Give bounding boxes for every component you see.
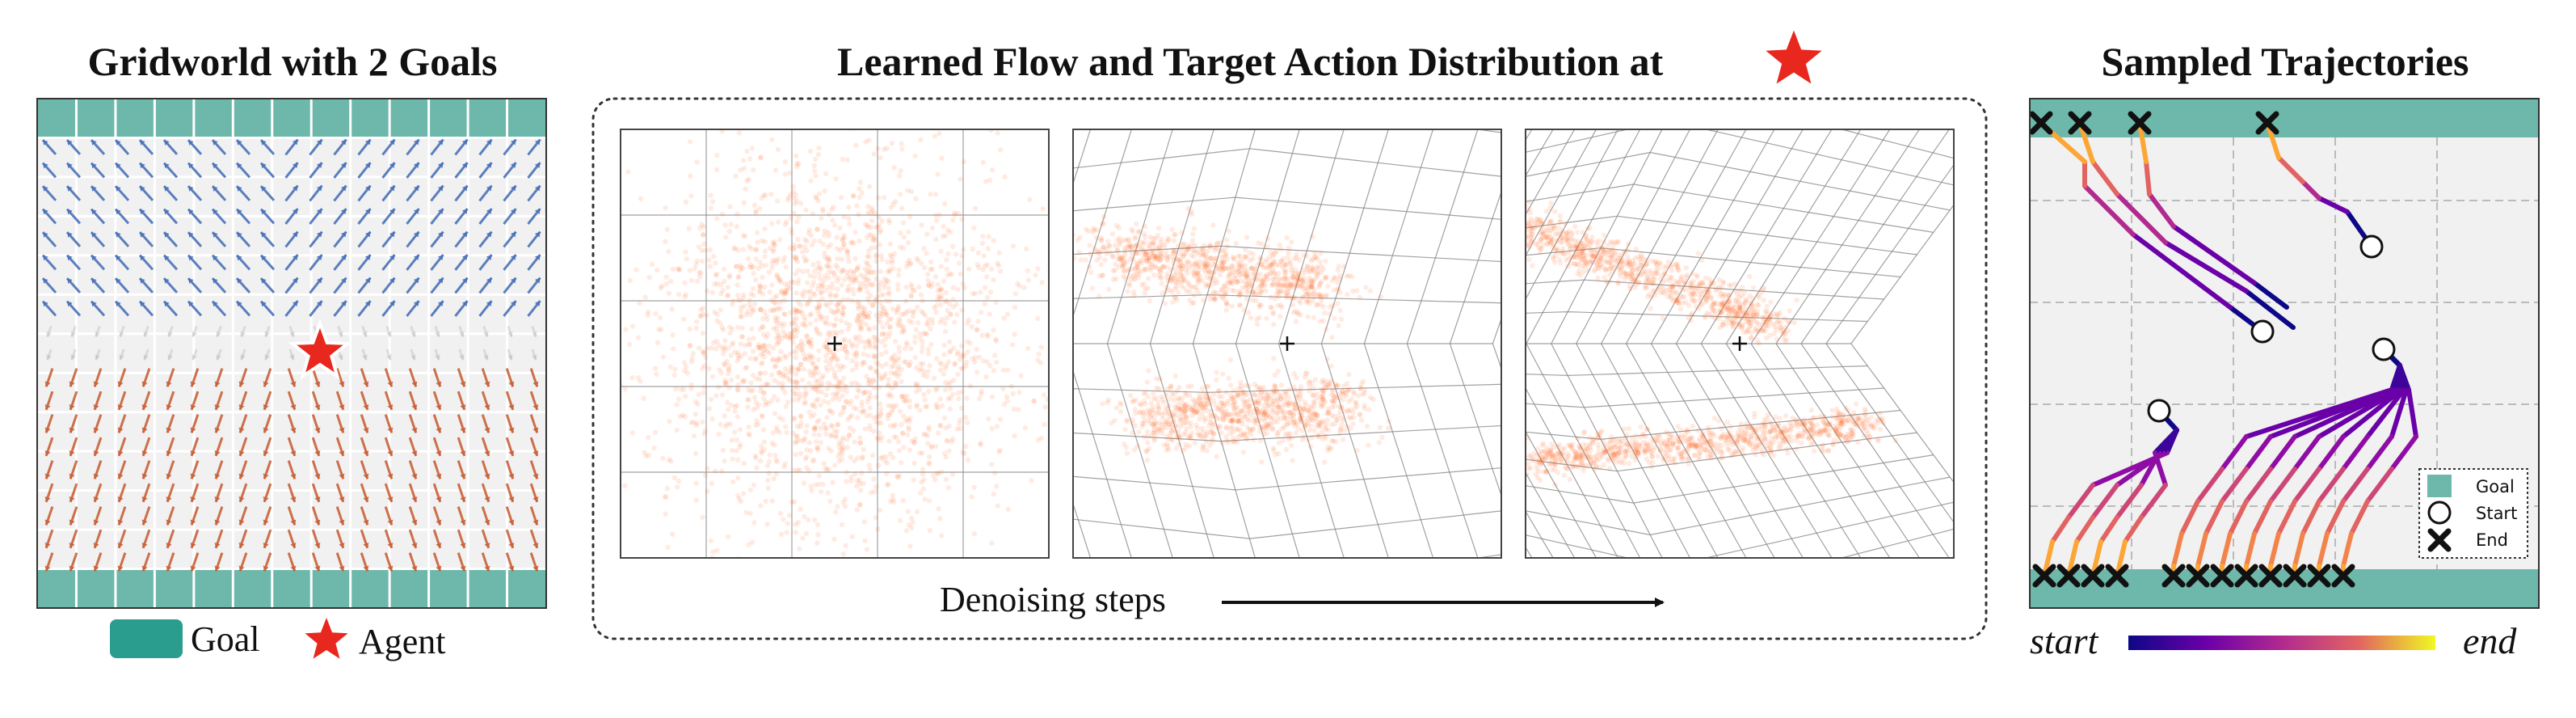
agent-star-icon xyxy=(288,319,352,380)
colorbar xyxy=(2128,636,2435,650)
flow-title-group: Learned Flow and Target Action Distribut… xyxy=(837,21,1831,91)
traj-legend-goal-label: Goal xyxy=(2476,477,2515,496)
colorbar-start-label: start xyxy=(2030,620,2099,661)
flow-title: Learned Flow and Target Action Distribut… xyxy=(837,39,1664,84)
gridworld-legend: Goal Agent xyxy=(110,618,446,661)
colorbar-end-label: end xyxy=(2463,620,2517,661)
goal-region-top xyxy=(37,99,546,137)
traj-legend-start-label: Start xyxy=(2476,504,2517,523)
traj-legend-end-label: End xyxy=(2476,530,2508,550)
star-icon xyxy=(305,618,348,659)
goal-square-icon xyxy=(2427,475,2452,497)
flow-plot-1 xyxy=(620,129,1050,559)
legend-agent-label: Agent xyxy=(359,622,446,661)
goal-region-bottom xyxy=(2030,569,2539,608)
trajectories-panel: Goal Start End xyxy=(2029,98,2540,609)
gridworld-panel xyxy=(36,98,547,609)
gridworld-frame xyxy=(36,98,547,609)
circle-icon xyxy=(2427,500,2452,525)
goal-region-bottom xyxy=(37,569,546,608)
flow-panel-dotted-frame xyxy=(591,97,1988,640)
title-star-icon xyxy=(1757,21,1831,91)
flow-plot-3 xyxy=(1525,129,1955,559)
trajectory-markers xyxy=(2029,111,2396,588)
x-mark-icon xyxy=(2427,528,2452,552)
legend-goal-label: Goal xyxy=(191,619,260,659)
gridworld-title: Gridworld with 2 Goals xyxy=(88,39,498,84)
flow-plot-2 xyxy=(1072,129,1502,559)
trajectories-title: Sampled Trajectories xyxy=(2101,39,2469,84)
goal-region-top xyxy=(2030,99,2539,137)
goal-square-icon xyxy=(110,619,183,658)
trajectory-legend: Goal Start End xyxy=(2418,468,2528,559)
denoising-steps-label: Denoising steps xyxy=(940,580,1166,619)
